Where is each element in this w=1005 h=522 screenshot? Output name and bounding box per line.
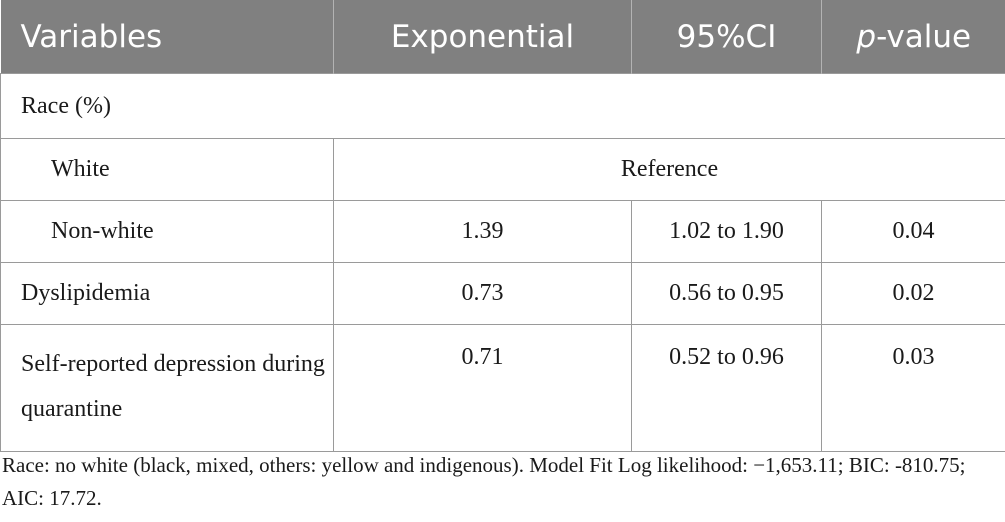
table-footnote: Race: no white (black, mixed, others: ye… <box>2 453 966 510</box>
depression-ci: 0.52 to 0.96 <box>631 324 822 452</box>
dyslipidemia-ci: 0.56 to 0.95 <box>631 262 822 325</box>
dyslipidemia-exp: 0.73 <box>333 262 632 325</box>
header-variables: Variables <box>0 0 334 74</box>
table-row: Race (%) <box>0 73 1005 139</box>
nonwhite-exp: 1.39 <box>333 200 632 263</box>
table-row: Dyslipidemia 0.73 0.56 to 0.95 0.02 <box>0 262 1005 325</box>
table-row: Self-reported depression during quaranti… <box>0 324 1005 452</box>
header-exponential: Exponential <box>333 0 632 74</box>
depression-label: Self-reported depression during quaranti… <box>0 324 334 452</box>
header-p-italic: p <box>856 18 877 55</box>
header-ci: 95%CI <box>631 0 822 74</box>
depression-p: 0.03 <box>821 324 1005 452</box>
table-row: Non-white 1.39 1.02 to 1.90 0.04 <box>0 200 1005 263</box>
header-p-suffix: -value <box>876 18 972 55</box>
table-row: White Reference <box>0 138 1005 201</box>
regression-table: Variables Exponential 95%CI p-value Race… <box>0 0 1005 452</box>
nonwhite-label: Non-white <box>0 200 334 263</box>
header-p-value: p-value <box>821 0 1005 74</box>
white-label: White <box>0 138 334 201</box>
reference-cell: Reference <box>333 138 1005 201</box>
race-section-label: Race (%) <box>0 73 1005 139</box>
table-header: Variables Exponential 95%CI p-value <box>0 0 1005 74</box>
dyslipidemia-label: Dyslipidemia <box>0 262 334 325</box>
depression-exp: 0.71 <box>333 324 632 452</box>
nonwhite-p: 0.04 <box>821 200 1005 263</box>
dyslipidemia-p: 0.02 <box>821 262 1005 325</box>
nonwhite-ci: 1.02 to 1.90 <box>631 200 822 263</box>
